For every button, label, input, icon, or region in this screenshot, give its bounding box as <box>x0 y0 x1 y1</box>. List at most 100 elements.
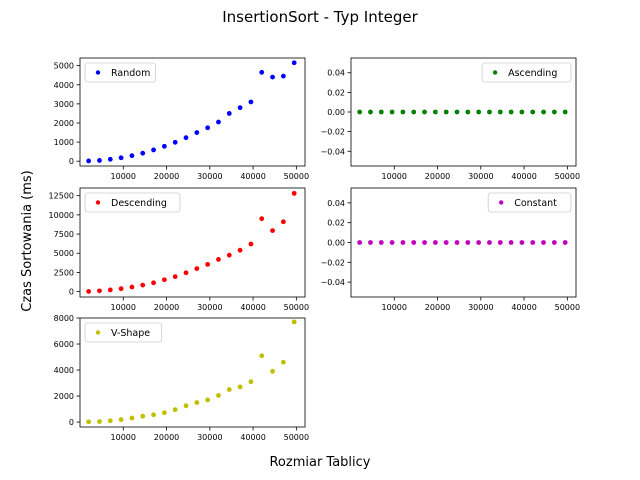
data-point <box>259 353 265 359</box>
data-point <box>151 412 156 418</box>
figure-x-axis-label: Rozmiar Tablicy <box>269 455 370 470</box>
x-tick-label: 20000 <box>154 303 179 312</box>
data-point <box>432 240 438 245</box>
y-tick-label: 5000 <box>54 62 74 71</box>
x-tick-label: 40000 <box>240 303 265 312</box>
data-point <box>454 109 460 115</box>
data-point <box>216 256 221 262</box>
data-point <box>443 109 449 115</box>
x-tick-label: 10000 <box>382 172 407 181</box>
data-point <box>487 240 492 245</box>
x-tick-label: 10000 <box>382 303 407 312</box>
legend: Random <box>84 62 156 83</box>
data-point <box>86 419 92 425</box>
data-point <box>129 415 135 421</box>
data-point <box>378 240 384 245</box>
data-point <box>551 109 557 115</box>
data-point <box>291 60 297 66</box>
data-point <box>140 413 146 419</box>
subplots: 10000 20000 30000 40000 50000010002000300040… <box>49 57 580 442</box>
legend-label: Ascending <box>508 68 557 79</box>
data-point <box>151 280 156 286</box>
subplot-descending: 10000 20000 30000 40000 50000 0 2500 5000 7500 10… <box>49 187 309 312</box>
data-point <box>497 109 503 115</box>
axes-frame <box>79 317 306 428</box>
x-tick-label: 50000 <box>284 303 309 312</box>
data-point <box>86 288 92 294</box>
data-point <box>530 109 536 115</box>
data-point <box>107 287 113 293</box>
y-tick-label: 0 <box>69 418 74 427</box>
y-tick-label: 10000 <box>49 211 74 220</box>
data-point <box>422 240 427 245</box>
data-point <box>216 392 221 398</box>
data-point <box>183 403 189 409</box>
data-point <box>476 109 482 115</box>
y-tick-label: 0 <box>69 157 74 166</box>
data-point <box>465 240 471 245</box>
y-tick-label: 5000 <box>54 249 74 258</box>
data-point <box>411 109 417 115</box>
x-tick-label: 30000 <box>468 172 493 181</box>
axes-frame <box>350 187 577 298</box>
subplot-random: 10000 20000 30000 40000 50000 0 1000 2000 3000 40… <box>54 57 309 181</box>
x-tick-label: 20000 <box>425 303 450 312</box>
data-point <box>541 240 546 245</box>
data-point <box>151 147 156 153</box>
data-point <box>357 240 363 245</box>
y-tick-label: 0.04 <box>327 69 345 78</box>
data-point <box>226 387 232 392</box>
data-point <box>205 397 211 403</box>
data-point <box>411 240 417 245</box>
data-point <box>194 266 200 271</box>
data-point <box>226 111 232 116</box>
x-tick-label: 50000 <box>555 172 580 181</box>
data-point <box>270 74 275 80</box>
data-point <box>497 240 503 245</box>
axes-frame <box>79 187 306 298</box>
data-point <box>280 359 286 365</box>
x-tick-label: 40000 <box>240 172 265 181</box>
x-tick-label: 50000 <box>284 172 309 181</box>
x-tick-label: 20000 <box>154 433 179 442</box>
y-tick-label: 0 <box>69 288 74 297</box>
data-point <box>519 240 525 245</box>
axes-frame <box>79 57 306 167</box>
y-tick-label: 3000 <box>54 100 74 109</box>
y-tick-label: 0.00 <box>327 108 345 117</box>
data-point <box>194 130 200 135</box>
x-tick-label: 40000 <box>240 433 265 442</box>
y-tick-label: 2000 <box>54 392 74 401</box>
axes-frame <box>350 57 577 167</box>
data-point <box>530 240 536 245</box>
data-point <box>86 158 92 164</box>
data-point <box>205 261 211 267</box>
y-tick-label: 0.02 <box>327 219 345 228</box>
legend-box <box>487 192 572 213</box>
legend-label: Random <box>111 68 150 79</box>
legend-marker <box>95 70 101 75</box>
data-point <box>97 288 102 294</box>
data-point <box>161 410 167 416</box>
y-tick-label: 2500 <box>54 268 74 277</box>
legend-box <box>84 62 156 83</box>
x-tick-label: 20000 <box>425 172 450 181</box>
data-point <box>291 190 297 196</box>
data-point <box>248 99 254 105</box>
x-tick-label: 10000 <box>111 172 136 181</box>
subplot-ascending: 10000 20000 30000 40000 50000 −0.04 −0.02 0.00 0… <box>320 57 580 181</box>
data-point <box>368 109 373 115</box>
figure-title: InsertionSort - Typ Integer <box>222 8 418 26</box>
data-point <box>562 240 568 245</box>
legend: Constant <box>487 192 572 213</box>
data-point <box>194 400 200 405</box>
data-point <box>280 219 286 225</box>
data-point <box>140 282 146 288</box>
legend: V-Shape <box>84 322 163 343</box>
data-point <box>465 109 471 115</box>
data-point <box>551 240 557 245</box>
legend-label: Descending <box>111 198 167 209</box>
subplot-constant: 10000 20000 30000 40000 50000 −0.04 −0.02 0.00 0… <box>320 187 580 312</box>
data-point <box>172 139 178 145</box>
